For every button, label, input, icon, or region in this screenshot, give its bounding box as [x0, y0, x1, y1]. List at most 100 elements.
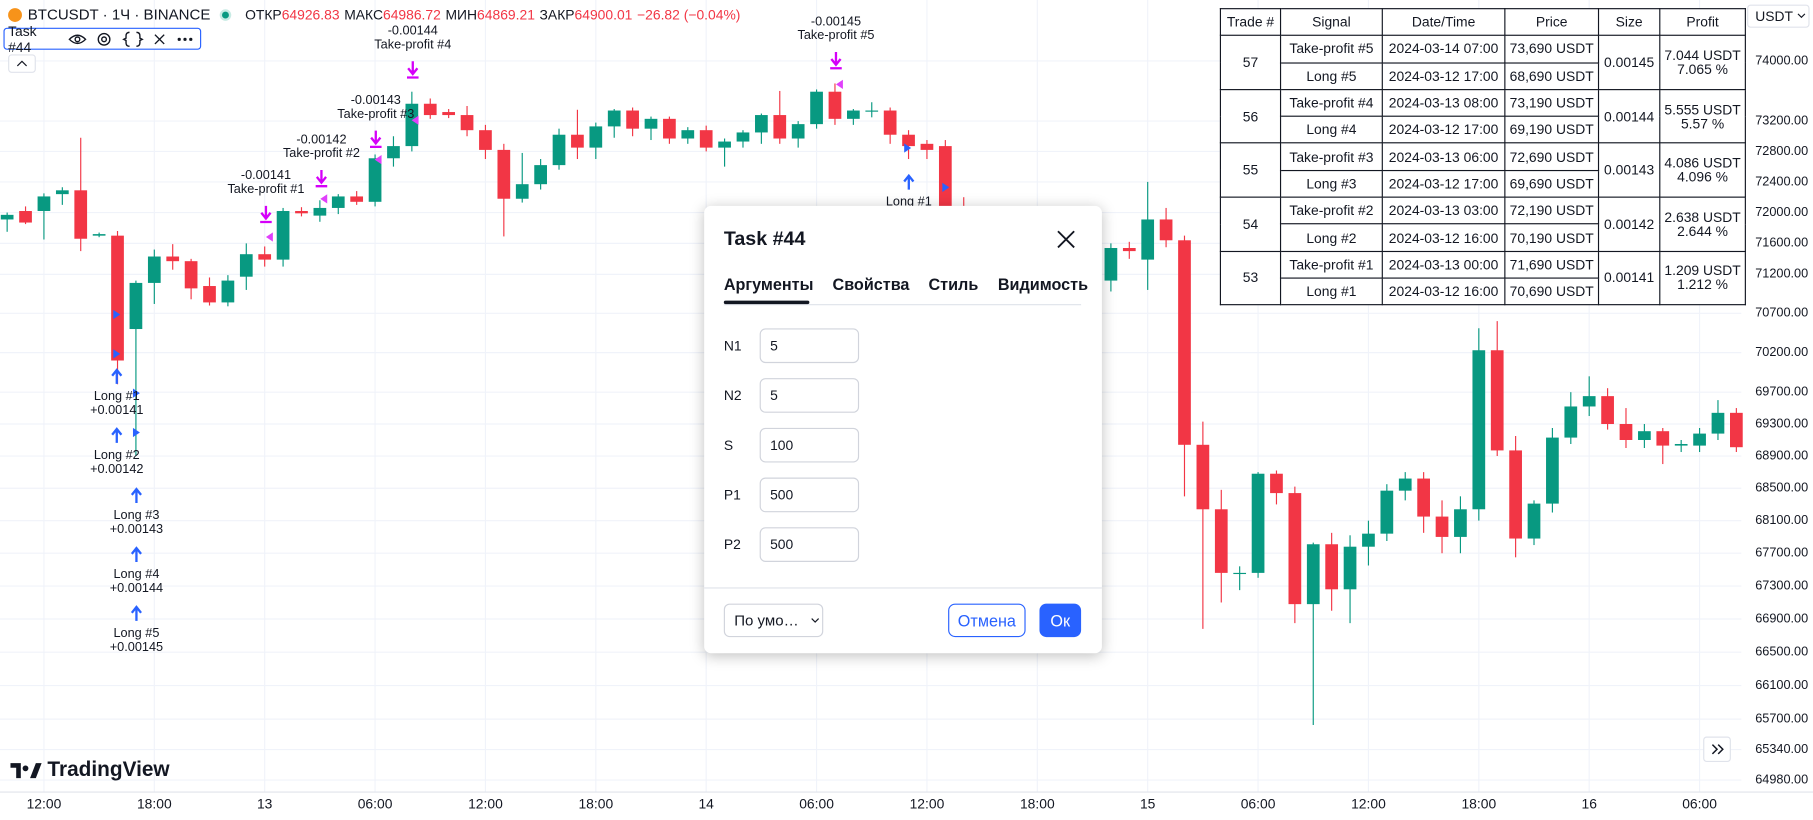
ohlc-values: ОТКР64926.83 МАКС64986.72 МИН64869.21 ЗАКР6…: [240, 6, 632, 23]
x-tick-label: 18:00: [137, 795, 172, 811]
long-amount: +0.00145: [110, 639, 163, 654]
x-tick-label: 16: [1581, 795, 1597, 811]
signal-marker: [132, 388, 140, 398]
ohlc-value: 64869.21: [477, 6, 535, 24]
x-tick-label: 12:00: [910, 795, 945, 811]
signal: Long #1: [1279, 277, 1383, 306]
y-tick-label: 68900.00: [1755, 447, 1808, 462]
candle-body: [74, 190, 88, 239]
settings-icon[interactable]: [98, 32, 112, 46]
take-profit-arrow: [830, 52, 842, 70]
take-profit-arrow: [370, 130, 382, 148]
y-tick-label: 70200.00: [1755, 344, 1808, 359]
long-label: Long #5: [113, 625, 159, 640]
candle-body: [1214, 509, 1228, 573]
price: 69,690 USDT: [1504, 169, 1600, 198]
signal: Take-profit #2: [1279, 196, 1383, 225]
ohlc-key: МИН: [445, 6, 478, 24]
x-tick-label: 12:00: [1351, 795, 1386, 811]
indicator-legend[interactable]: Task #44: [3, 23, 202, 55]
profit-line: 7.065 %: [1677, 61, 1729, 78]
field-input[interactable]: 500: [759, 527, 860, 562]
candle-body: [203, 286, 216, 303]
legend-icons: [68, 31, 193, 47]
remove-icon[interactable]: [154, 33, 166, 44]
y-tick-label: 66500.00: [1755, 644, 1808, 659]
double-chevron: [1711, 744, 1724, 755]
long-label: Long #2: [94, 447, 140, 462]
tab[interactable]: Стиль: [928, 275, 979, 294]
coin-icon: [8, 7, 22, 22]
candle-body: [1656, 431, 1670, 446]
long-arrow: [903, 173, 915, 190]
ohlc-value: 64900.01: [574, 6, 633, 24]
signal-marker: [904, 143, 912, 153]
candle-body: [313, 207, 327, 216]
close-button[interactable]: [1056, 229, 1077, 250]
logo[interactable]: TradingView: [10, 757, 170, 781]
signal-marker: [374, 154, 382, 165]
scroll-right-button[interactable]: [1703, 736, 1731, 762]
candle-body: [1159, 219, 1173, 241]
source-icon[interactable]: [122, 31, 145, 47]
candle-body: [1490, 350, 1504, 451]
candle-body: [368, 158, 382, 202]
long-label: Long #3: [113, 507, 159, 522]
cancel-button[interactable]: Отмена: [948, 603, 1026, 638]
signal: Long #2: [1279, 223, 1383, 252]
trade-number: 57: [1219, 35, 1282, 91]
candle-body: [607, 110, 621, 127]
more-icon[interactable]: [178, 37, 193, 41]
logo-mark: [10, 762, 42, 778]
tab[interactable]: Видимость: [997, 275, 1089, 294]
candle-body: [184, 261, 198, 289]
price: 73,690 USDT: [1504, 35, 1600, 64]
tab[interactable]: Свойства: [832, 275, 910, 294]
candle-body: [0, 214, 14, 220]
candle-body: [479, 130, 492, 150]
candle-body: [331, 196, 345, 208]
long-label: Long #1: [886, 194, 932, 209]
table-row: Long #2 2024-03-12 16:00 70,190 USDT: [1220, 223, 1745, 252]
field-input[interactable]: 500: [759, 477, 860, 513]
field-label: N1: [723, 337, 742, 354]
trade-number: 53: [1219, 250, 1282, 306]
price: 70,690 USDT: [1504, 277, 1600, 306]
candle-body: [644, 118, 658, 129]
currency-select[interactable]: USDT: [1747, 4, 1810, 28]
candle-body: [846, 110, 860, 119]
tab[interactable]: Аргументы: [723, 275, 814, 294]
candle-body: [681, 130, 695, 139]
ok-button[interactable]: Ок: [1039, 603, 1082, 638]
profit-line: 5.555 USDT: [1664, 101, 1741, 118]
eye-icon[interactable]: [68, 33, 88, 44]
caret: [1797, 13, 1805, 19]
field-input[interactable]: 5: [759, 328, 860, 364]
dialog-title: Task #44: [723, 227, 806, 250]
y-tick-label: 67300.00: [1755, 577, 1808, 592]
price: 70,190 USDT: [1504, 223, 1600, 252]
trade-number: 55: [1219, 142, 1282, 198]
take-profit-arrow: [407, 61, 419, 79]
long-arrow: [130, 605, 142, 621]
field-input[interactable]: 5: [759, 378, 860, 413]
candle-body: [1362, 533, 1375, 547]
preset-select[interactable]: По умо…: [723, 603, 824, 638]
take-profit-label: Take-profit #5: [797, 27, 874, 42]
candle-body: [497, 149, 511, 199]
trade-number: 54: [1219, 196, 1282, 252]
x-tick-label: 12:00: [468, 795, 503, 811]
date-time: 2024-03-14 07:00: [1381, 35, 1506, 64]
date-time: 2024-03-12 16:00: [1381, 277, 1506, 306]
signal-marker: [113, 309, 121, 320]
candle-body: [460, 115, 474, 131]
candle-body: [755, 115, 768, 133]
take-profit-label: Take-profit #4: [374, 36, 451, 51]
candle-body: [1325, 544, 1339, 590]
symbol[interactable]: BTCUSDT · 1Ч · BINANCE: [27, 5, 211, 24]
long-label: Long #4: [113, 566, 159, 581]
field-input[interactable]: 100: [759, 427, 860, 463]
collapse-button[interactable]: [8, 54, 36, 73]
chevron-up: [16, 60, 28, 67]
x-tick-label: 06:00: [799, 795, 834, 811]
